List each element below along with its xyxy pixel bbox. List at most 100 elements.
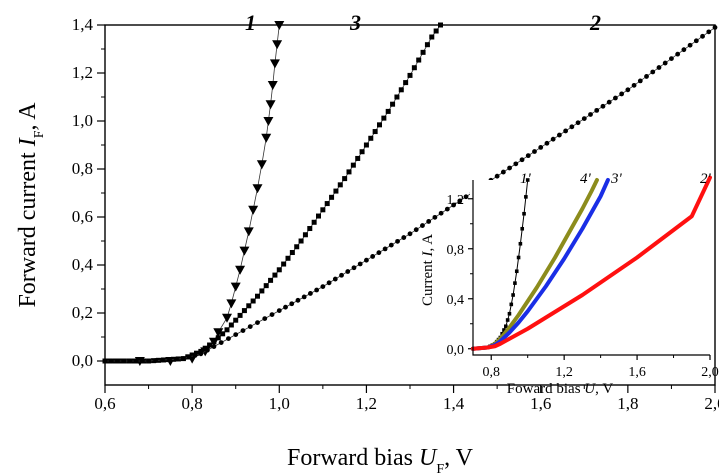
data-point xyxy=(204,347,210,353)
inset-y-tick-label: 0,4 xyxy=(447,293,465,308)
data-point xyxy=(192,353,198,358)
data-point xyxy=(420,223,425,228)
data-point xyxy=(407,72,413,78)
inset-data-point xyxy=(514,269,519,274)
data-point xyxy=(218,340,224,345)
data-point xyxy=(246,303,252,309)
data-point xyxy=(390,101,396,107)
data-point xyxy=(248,205,259,215)
data-point xyxy=(563,128,569,134)
main-y-tick-label: 1,2 xyxy=(72,63,93,82)
data-point xyxy=(243,227,254,237)
data-point xyxy=(115,358,120,364)
data-point xyxy=(189,352,195,358)
data-point xyxy=(261,133,272,143)
data-point xyxy=(235,265,246,275)
data-point xyxy=(329,194,335,200)
data-point xyxy=(276,267,282,273)
inset-curve-label-3prime: 3' xyxy=(610,171,623,187)
main-plot-frame xyxy=(104,24,716,386)
data-point xyxy=(675,51,681,57)
main-x-tick-label: 1,4 xyxy=(443,394,465,413)
data-point xyxy=(276,308,282,313)
data-point xyxy=(556,132,562,138)
inset-data-point xyxy=(520,226,525,231)
data-point xyxy=(644,74,649,79)
data-point xyxy=(382,246,388,252)
data-point xyxy=(220,331,226,337)
main-y-tick-label: 0,2 xyxy=(72,303,93,322)
data-point xyxy=(588,112,593,117)
data-point xyxy=(226,299,237,309)
data-point xyxy=(272,272,278,278)
data-point xyxy=(395,238,400,244)
inset-axis-ticks: 0,8 1,2 1,6 2,0 0,0 0,4 0,8 1,2 xyxy=(447,193,719,380)
data-point xyxy=(429,34,435,40)
main-x-tick-label: 1,6 xyxy=(530,394,551,413)
data-point xyxy=(411,65,417,71)
data-point xyxy=(444,206,450,212)
data-point xyxy=(256,160,267,170)
data-point xyxy=(239,246,250,256)
data-point xyxy=(401,235,407,240)
data-point xyxy=(345,269,351,274)
data-point xyxy=(346,169,352,175)
data-point xyxy=(376,250,382,256)
inset-curve-label-4prime: 4' xyxy=(580,171,592,187)
data-point xyxy=(332,276,338,282)
data-point xyxy=(451,202,456,208)
data-point xyxy=(298,238,304,244)
data-point xyxy=(669,56,674,61)
data-point xyxy=(513,161,519,167)
data-point xyxy=(167,357,172,362)
main-data-series xyxy=(102,21,718,366)
data-point xyxy=(544,140,550,146)
data-point xyxy=(224,327,230,333)
data-point xyxy=(550,136,556,142)
data-point xyxy=(121,358,127,364)
data-point xyxy=(308,291,313,296)
data-point xyxy=(364,257,369,263)
data-point xyxy=(108,358,114,364)
data-point xyxy=(222,313,232,323)
data-point xyxy=(265,100,276,110)
data-point xyxy=(394,94,400,100)
data-point xyxy=(438,210,444,216)
data-point xyxy=(359,149,365,155)
data-point xyxy=(377,122,382,128)
data-point xyxy=(355,155,361,161)
inset-curve-label-1prime: 1' xyxy=(520,171,532,187)
data-point xyxy=(350,162,356,168)
data-point xyxy=(207,342,213,348)
data-point xyxy=(581,116,587,121)
data-point xyxy=(247,324,253,329)
data-point xyxy=(283,304,288,310)
series-3-line xyxy=(105,24,441,362)
data-point xyxy=(619,91,625,97)
data-point xyxy=(424,42,430,48)
inset-x-tick-label: 0,8 xyxy=(482,365,500,380)
data-point xyxy=(202,345,208,351)
main-chart: 0,6 0,8 1,0 1,2 1,4 1,6 1,8 2,0 0,0 0,2 0,4 0,6 0,8 1… xyxy=(15,10,719,475)
data-point xyxy=(267,81,278,90)
data-point xyxy=(133,358,139,364)
series-1 xyxy=(134,21,285,366)
main-y-tick-label: 0,8 xyxy=(72,159,93,178)
data-point xyxy=(294,244,300,250)
data-point xyxy=(426,219,432,224)
data-point xyxy=(631,82,637,88)
data-point xyxy=(226,336,231,341)
data-point xyxy=(139,358,145,364)
data-point xyxy=(233,317,239,323)
data-point xyxy=(252,184,263,194)
inset-x-tick-label: 1,6 xyxy=(628,365,646,380)
data-point xyxy=(494,173,500,179)
data-point xyxy=(625,87,631,93)
data-point xyxy=(255,293,260,299)
inset-series-line xyxy=(471,175,712,351)
data-point xyxy=(656,65,662,70)
data-point xyxy=(525,153,531,159)
data-point xyxy=(181,356,186,361)
data-point xyxy=(339,272,344,278)
data-point xyxy=(368,135,374,141)
